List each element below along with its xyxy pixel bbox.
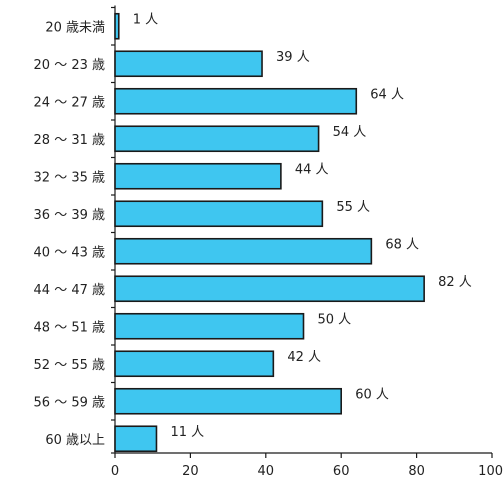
bar bbox=[114, 12, 120, 40]
value-label: 50 人 bbox=[318, 312, 352, 327]
bar bbox=[114, 162, 282, 190]
x-tick-label: 100 bbox=[478, 464, 503, 479]
bar bbox=[114, 275, 425, 303]
value-label: 55 人 bbox=[336, 200, 370, 215]
bar bbox=[114, 87, 358, 115]
x-tick-label: 40 bbox=[258, 464, 275, 479]
value-label: 42 人 bbox=[287, 350, 321, 365]
bar bbox=[114, 50, 263, 78]
category-label: 56 ～ 59 歳 bbox=[34, 395, 105, 410]
chart-bars bbox=[114, 12, 425, 453]
category-label: 20 ～ 23 歳 bbox=[34, 58, 105, 73]
bar bbox=[114, 200, 324, 228]
value-label: 11 人 bbox=[170, 425, 204, 440]
value-labels: 1 人 39 人 64 人 54 人 44 人 55 人 68 人 82 人 50 人 42 人 6… bbox=[133, 12, 472, 440]
x-tick-label: 80 bbox=[408, 464, 425, 479]
x-axis-ticks: 0 20 40 60 80 100 bbox=[111, 453, 503, 479]
value-label: 64 人 bbox=[370, 87, 404, 102]
category-label: 28 ～ 31 歳 bbox=[34, 133, 105, 148]
x-tick-label: 60 bbox=[333, 464, 350, 479]
value-label: 54 人 bbox=[333, 125, 367, 140]
category-label: 24 ～ 27 歳 bbox=[34, 95, 105, 110]
bar bbox=[114, 387, 342, 415]
bar bbox=[114, 125, 320, 153]
bar bbox=[114, 312, 305, 340]
value-label: 82 人 bbox=[438, 275, 472, 290]
category-label: 48 ～ 51 歳 bbox=[34, 320, 105, 335]
x-tick-label: 20 bbox=[182, 464, 199, 479]
category-label: 20 歳未満 bbox=[45, 20, 105, 35]
category-label: 60 歳以上 bbox=[45, 433, 105, 448]
category-label: 44 ～ 47 歳 bbox=[34, 283, 105, 298]
category-label: 40 ～ 43 歳 bbox=[34, 245, 105, 260]
chart-axes bbox=[111, 5, 492, 454]
value-label: 44 人 bbox=[295, 162, 329, 177]
bar bbox=[114, 350, 275, 378]
value-label: 68 人 bbox=[385, 237, 419, 252]
bar bbox=[114, 425, 158, 453]
value-label: 60 人 bbox=[355, 387, 389, 402]
bar bbox=[114, 237, 373, 265]
category-labels: 20 歳未満 20 ～ 23 歳 24 ～ 27 歳 28 ～ 31 歳 32 ～ 35… bbox=[34, 20, 105, 448]
value-label: 1 人 bbox=[133, 12, 158, 27]
value-label: 39 人 bbox=[276, 50, 310, 65]
category-label: 52 ～ 55 歳 bbox=[34, 358, 105, 373]
x-tick-label: 0 bbox=[111, 464, 119, 479]
category-label: 32 ～ 35 歳 bbox=[34, 170, 105, 185]
category-label: 36 ～ 39 歳 bbox=[34, 208, 105, 223]
